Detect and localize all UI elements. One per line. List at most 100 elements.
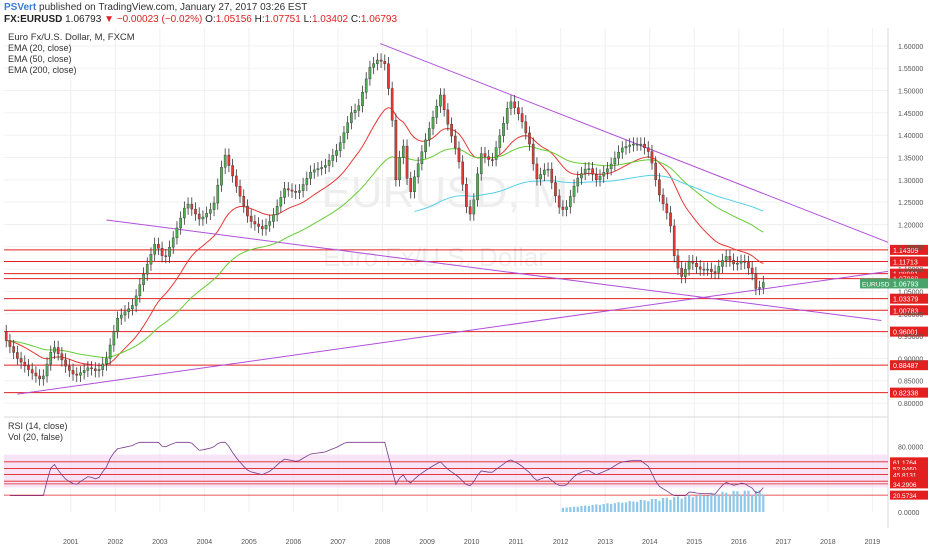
- legend-vol[interactable]: Vol (20, false): [8, 432, 64, 442]
- candle-body: [53, 347, 56, 353]
- volume-bar: [743, 490, 746, 512]
- candle-body: [598, 175, 602, 181]
- volume-bar: [602, 504, 605, 512]
- price-tick-label: 0.85000: [898, 379, 923, 386]
- rsi-line: [9, 441, 764, 497]
- open-value: 1.05156: [215, 14, 252, 25]
- candle-body: [442, 94, 446, 111]
- candle-body: [331, 155, 335, 161]
- volume-bar: [739, 494, 743, 512]
- volume-bar: [598, 504, 602, 512]
- candle-body: [49, 351, 53, 365]
- time-tick-label: 2017: [776, 539, 792, 546]
- candle-body: [750, 267, 754, 274]
- candle-body: [116, 318, 119, 332]
- candle-body: [227, 154, 231, 166]
- candle-body: [646, 147, 650, 152]
- candle-body: [583, 168, 587, 174]
- volume-bar: [613, 503, 616, 512]
- volume-bar: [576, 506, 579, 512]
- candle-body: [123, 311, 127, 316]
- last-price-tag: [890, 278, 928, 289]
- volume-bar: [565, 507, 568, 512]
- watermark-symbol: EURUSD, M: [322, 168, 569, 217]
- candle-body: [197, 213, 201, 220]
- candle-body: [572, 185, 576, 197]
- price-value: 1.06793: [65, 14, 102, 25]
- candle-body: [212, 202, 216, 210]
- rsi-level-label: 61.1764: [893, 460, 917, 467]
- volume-bar: [658, 500, 661, 512]
- legend-ema200[interactable]: EMA (200, close): [8, 65, 77, 75]
- candle-body: [576, 177, 580, 187]
- candle-body: [16, 352, 19, 359]
- time-tick-label: 2013: [597, 539, 613, 546]
- candle-body: [680, 267, 683, 277]
- candle-body: [108, 344, 112, 359]
- candle-body: [235, 175, 238, 187]
- rsi-band: [4, 454, 888, 488]
- candle-body: [82, 370, 86, 374]
- rsi-level-tag: [890, 479, 928, 489]
- price-tick-label: 0.80000: [898, 401, 923, 408]
- rsi-level-label: 34.2906: [893, 482, 917, 489]
- ohlc-bar: FX:EURUSD 1.06793 ▼ −0.00023 (−0.02%) O:…: [4, 14, 397, 25]
- candle-body: [424, 139, 427, 153]
- candle-body: [498, 135, 502, 148]
- candle-body: [431, 117, 435, 129]
- price-tick-label: 1.40000: [898, 133, 923, 140]
- candle-body: [164, 255, 168, 257]
- open-label: O:: [205, 14, 216, 25]
- candle-body: [669, 212, 672, 227]
- high-label: H:: [254, 14, 265, 25]
- legend-ema20[interactable]: EMA (20, close): [8, 43, 72, 53]
- candle-body: [758, 287, 761, 289]
- candle-body: [316, 168, 320, 171]
- candle-body: [294, 191, 298, 193]
- rsi-level-label: 20.5734: [893, 493, 917, 500]
- rsi-tick-label: 80.0000: [898, 444, 923, 451]
- candle-body: [491, 159, 494, 161]
- candle-body: [517, 107, 520, 114]
- publisher-name[interactable]: PSVert: [4, 2, 37, 13]
- candle-body: [246, 205, 249, 217]
- candle-body: [732, 259, 735, 265]
- rsi-legend: RSI (14, close) Vol (20, false): [8, 421, 68, 443]
- candle-body: [223, 154, 227, 168]
- candle-body: [309, 171, 312, 179]
- candle-body: [736, 262, 739, 265]
- rsi-level-tag: [890, 469, 928, 479]
- time-tick-label: 2014: [642, 539, 658, 546]
- volume-bar: [647, 501, 650, 512]
- candle-body: [743, 261, 747, 263]
- volume-bar: [751, 495, 754, 512]
- candle-body: [131, 305, 134, 309]
- time-tick-label: 2012: [553, 539, 569, 546]
- candle-body: [342, 132, 346, 143]
- ema-lines: [6, 107, 764, 367]
- rsi-level-tag: [890, 490, 928, 500]
- candle-body: [4, 331, 8, 341]
- legend-rsi[interactable]: RSI (14, close): [8, 421, 68, 431]
- volume-bar: [595, 504, 598, 512]
- legend-ema50[interactable]: EMA (50, close): [8, 54, 72, 64]
- candle-body: [379, 59, 383, 62]
- time-tick-label: 2008: [375, 539, 391, 546]
- candle-body: [305, 178, 309, 185]
- volume-bar: [695, 495, 698, 512]
- volume-bar: [728, 494, 732, 512]
- volume-bar: [569, 507, 572, 512]
- volume-bar: [572, 506, 576, 512]
- candle-body: [710, 268, 713, 272]
- candle-body: [171, 237, 175, 248]
- trendline-lower: [17, 270, 889, 395]
- candle-body: [398, 157, 401, 181]
- candle-body: [539, 174, 542, 180]
- candle-body: [561, 206, 565, 210]
- candle-body: [86, 367, 90, 371]
- candle-body: [93, 368, 97, 371]
- volume-bar: [654, 498, 657, 512]
- price-tick-label: 1.20000: [898, 222, 923, 229]
- candle-body: [587, 168, 591, 170]
